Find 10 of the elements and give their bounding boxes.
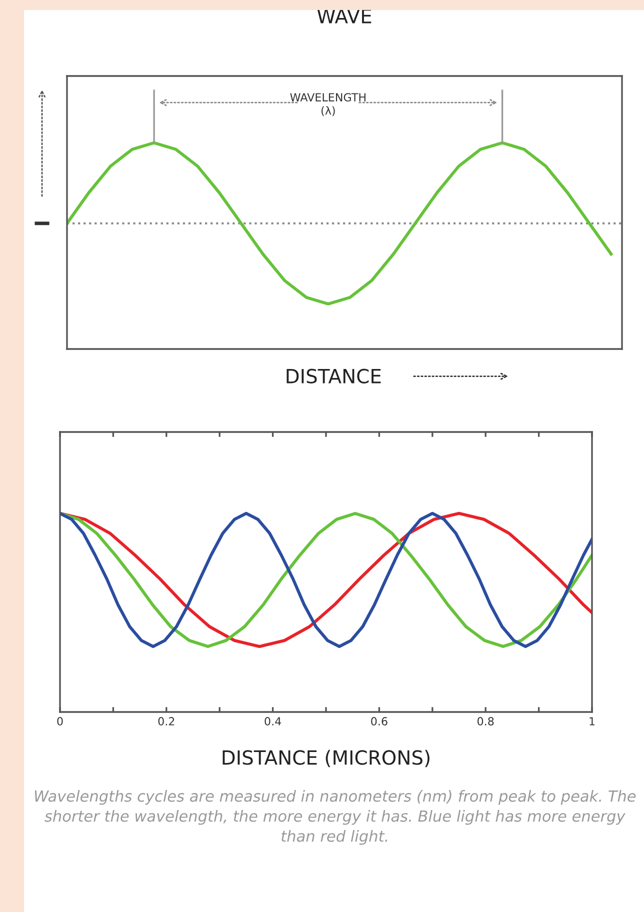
x-tick-label: 0.4: [264, 717, 282, 726]
x-tick-label: 0: [57, 717, 63, 726]
x-tick-label: 0.6: [371, 717, 388, 726]
x-axis-title: DISTANCE (MICRONS): [222, 750, 430, 768]
x-tick-label: 1: [590, 717, 595, 726]
text: Wavelengths cycles are measured in nanometers (nm) from peak to peak. The shorter the wavelength, the more energy it has. Blue light has more energy than red light.: [34, 790, 636, 845]
x-tick-label: 0.8: [478, 717, 494, 726]
text: WAVELENGTH (λ): [290, 93, 366, 116]
x-tick-label: 0.2: [158, 717, 174, 726]
x-axis-title: DISTANCE: [286, 368, 381, 384]
